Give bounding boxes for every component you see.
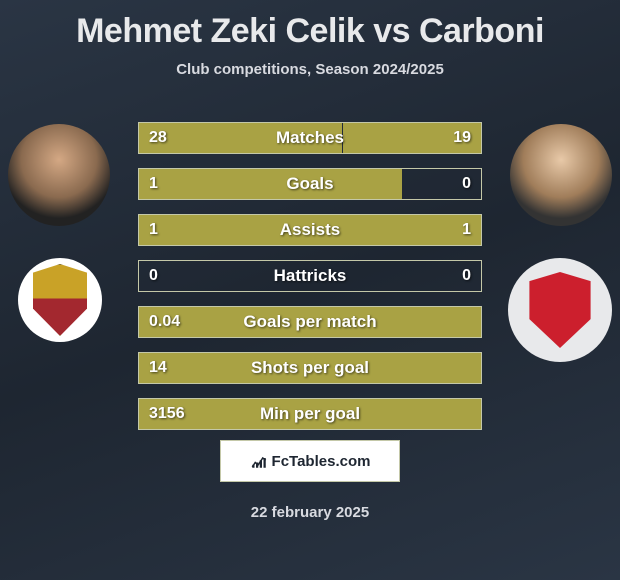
stat-row: 0.04Goals per match	[138, 306, 482, 338]
comparison-title: Mehmet Zeki Celik vs Carboni	[0, 0, 620, 51]
stat-fill-left	[139, 123, 342, 153]
club-right-badge	[508, 258, 612, 362]
comparison-date: 22 february 2025	[0, 504, 620, 521]
stat-fill-left	[139, 307, 481, 337]
stat-value-left: 0	[149, 267, 158, 285]
branding-text: FcTables.com	[272, 453, 371, 470]
stat-row: 10Goals	[138, 168, 482, 200]
stat-value-right: 0	[462, 175, 471, 193]
stat-fill-right	[310, 215, 481, 245]
stat-fill-left	[139, 215, 310, 245]
branding-chart-icon	[250, 452, 268, 470]
stat-row: 11Assists	[138, 214, 482, 246]
stat-fill-right	[343, 123, 482, 153]
player-left-avatar	[8, 124, 110, 226]
player-right-avatar	[510, 124, 612, 226]
stat-row: 0 0Hattricks	[138, 260, 482, 292]
branding-box: FcTables.com	[220, 440, 400, 482]
stats-bars: 2819Matches10Goals11Assists00Hattricks0.…	[138, 122, 482, 444]
stat-fill-left	[139, 353, 481, 383]
stat-row: 3156Min per goal	[138, 398, 482, 430]
stat-fill-left	[139, 169, 402, 199]
comparison-subtitle: Club competitions, Season 2024/2025	[0, 61, 620, 78]
stat-row: 14Shots per goal	[138, 352, 482, 384]
stat-label: Hattricks	[139, 266, 481, 286]
stat-row: 2819Matches	[138, 122, 482, 154]
stat-value-right: 0	[462, 267, 471, 285]
club-left-badge	[18, 258, 102, 342]
stat-fill-left	[139, 399, 481, 429]
